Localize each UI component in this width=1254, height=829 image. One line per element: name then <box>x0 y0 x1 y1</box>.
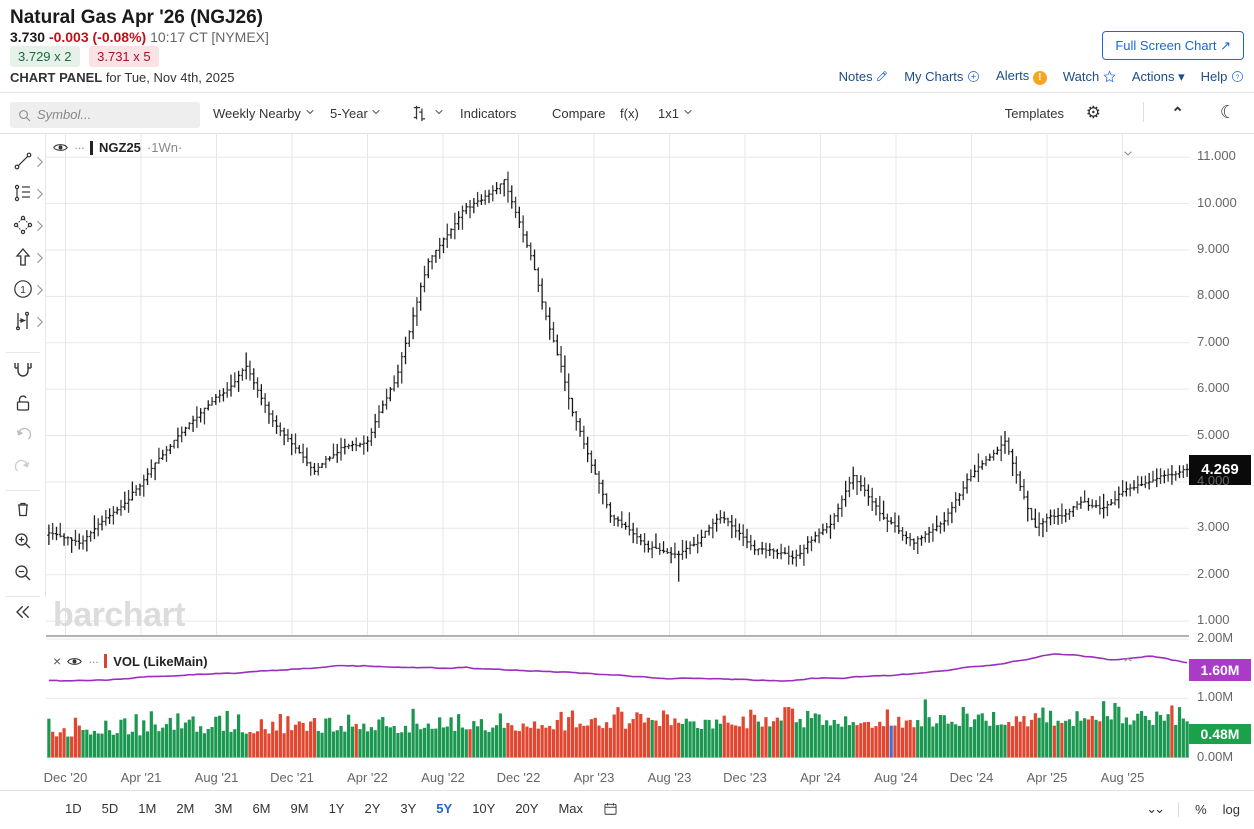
svg-text:?: ? <box>1236 75 1240 81</box>
svg-text:1: 1 <box>20 285 26 296</box>
